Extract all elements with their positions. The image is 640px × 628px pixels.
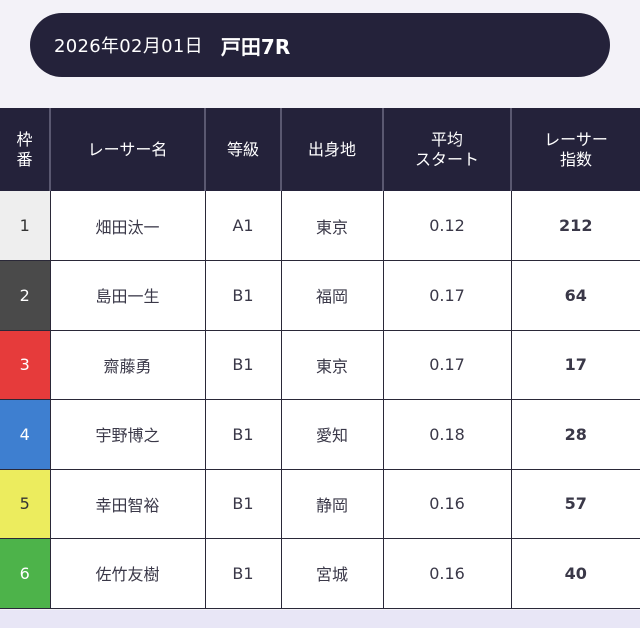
waku-cell: 5 bbox=[0, 469, 51, 539]
racer-hometown: 愛知 bbox=[281, 399, 384, 470]
column-header-score: レーサー 指数 bbox=[511, 108, 640, 191]
waku-cell: 4 bbox=[0, 399, 51, 470]
racer-avg-start: 0.16 bbox=[383, 469, 512, 539]
racer-avg-start: 0.16 bbox=[383, 538, 512, 609]
column-header-hometown: 出身地 bbox=[281, 108, 384, 191]
column-header-waku: 枠 番 bbox=[0, 108, 51, 191]
table-row: 1 畑田汰一 A1 東京 0.12 212 bbox=[0, 191, 640, 261]
waku-cell: 1 bbox=[0, 191, 51, 261]
table-row: 4 宇野博之 B1 愛知 0.18 28 bbox=[0, 399, 640, 470]
waku-cell: 2 bbox=[0, 260, 51, 331]
racer-avg-start: 0.17 bbox=[383, 260, 512, 331]
column-header-avg-start: 平均 スタート bbox=[383, 108, 512, 191]
waku-cell: 3 bbox=[0, 330, 51, 400]
racer-name: 島田一生 bbox=[50, 260, 206, 331]
racer-name: 畑田汰一 bbox=[50, 191, 206, 261]
racer-grade: B1 bbox=[205, 538, 282, 609]
racer-score: 212 bbox=[511, 191, 640, 261]
race-date: 2026年02月01日 bbox=[54, 36, 203, 57]
column-header-name-label: レーサー名 bbox=[87, 139, 168, 159]
racer-grade: B1 bbox=[205, 330, 282, 400]
racer-score: 40 bbox=[511, 538, 640, 609]
column-header-score-line1: レーサー bbox=[544, 129, 608, 149]
racer-grade: B1 bbox=[205, 260, 282, 331]
table-row: 6 佐竹友樹 B1 宮城 0.16 40 bbox=[0, 538, 640, 609]
racer-grade: A1 bbox=[205, 191, 282, 261]
racer-name: 齋藤勇 bbox=[50, 330, 206, 400]
column-header-grade-label: 等級 bbox=[226, 139, 259, 159]
racer-avg-start: 0.17 bbox=[383, 330, 512, 400]
racer-name: 佐竹友樹 bbox=[50, 538, 206, 609]
waku-cell: 6 bbox=[0, 538, 51, 609]
column-header-grade: 等級 bbox=[205, 108, 282, 191]
racer-score: 28 bbox=[511, 399, 640, 470]
table-row: 5 幸田智裕 B1 静岡 0.16 57 bbox=[0, 469, 640, 539]
racer-score: 17 bbox=[511, 330, 640, 400]
racer-score: 64 bbox=[511, 260, 640, 331]
table-header-row: 枠 番 レーサー名 等級 出身地 平均 スタート レーサー 指数 bbox=[0, 108, 640, 191]
racer-avg-start: 0.12 bbox=[383, 191, 512, 261]
racer-grade: B1 bbox=[205, 399, 282, 470]
racer-hometown: 東京 bbox=[281, 330, 384, 400]
column-header-waku-line1: 枠 bbox=[16, 129, 33, 149]
column-header-waku-line2: 番 bbox=[16, 149, 33, 169]
racer-hometown: 東京 bbox=[281, 191, 384, 261]
table-row: 2 島田一生 B1 福岡 0.17 64 bbox=[0, 260, 640, 331]
race-title: 戸田7R bbox=[220, 34, 291, 59]
racer-hometown: 福岡 bbox=[281, 260, 384, 331]
column-header-name: レーサー名 bbox=[50, 108, 206, 191]
column-header-avg-start-line1: 平均 bbox=[430, 129, 463, 149]
racer-hometown: 宮城 bbox=[281, 538, 384, 609]
footer-strip bbox=[0, 610, 640, 628]
column-header-score-line2: 指数 bbox=[559, 149, 592, 169]
column-header-avg-start-line2: スタート bbox=[414, 149, 479, 169]
racer-hometown: 静岡 bbox=[281, 469, 384, 539]
race-header: 2026年02月01日 戸田7R bbox=[30, 13, 610, 77]
racer-score: 57 bbox=[511, 469, 640, 539]
table-row: 3 齋藤勇 B1 東京 0.17 17 bbox=[0, 330, 640, 400]
column-header-hometown-label: 出身地 bbox=[307, 139, 356, 159]
racer-name: 幸田智裕 bbox=[50, 469, 206, 539]
racer-name: 宇野博之 bbox=[50, 399, 206, 470]
racer-avg-start: 0.18 bbox=[383, 399, 512, 470]
racer-table: 枠 番 レーサー名 等級 出身地 平均 スタート レーサー 指数 1 畑田汰一 A1… bbox=[0, 108, 640, 609]
racer-grade: B1 bbox=[205, 469, 282, 539]
